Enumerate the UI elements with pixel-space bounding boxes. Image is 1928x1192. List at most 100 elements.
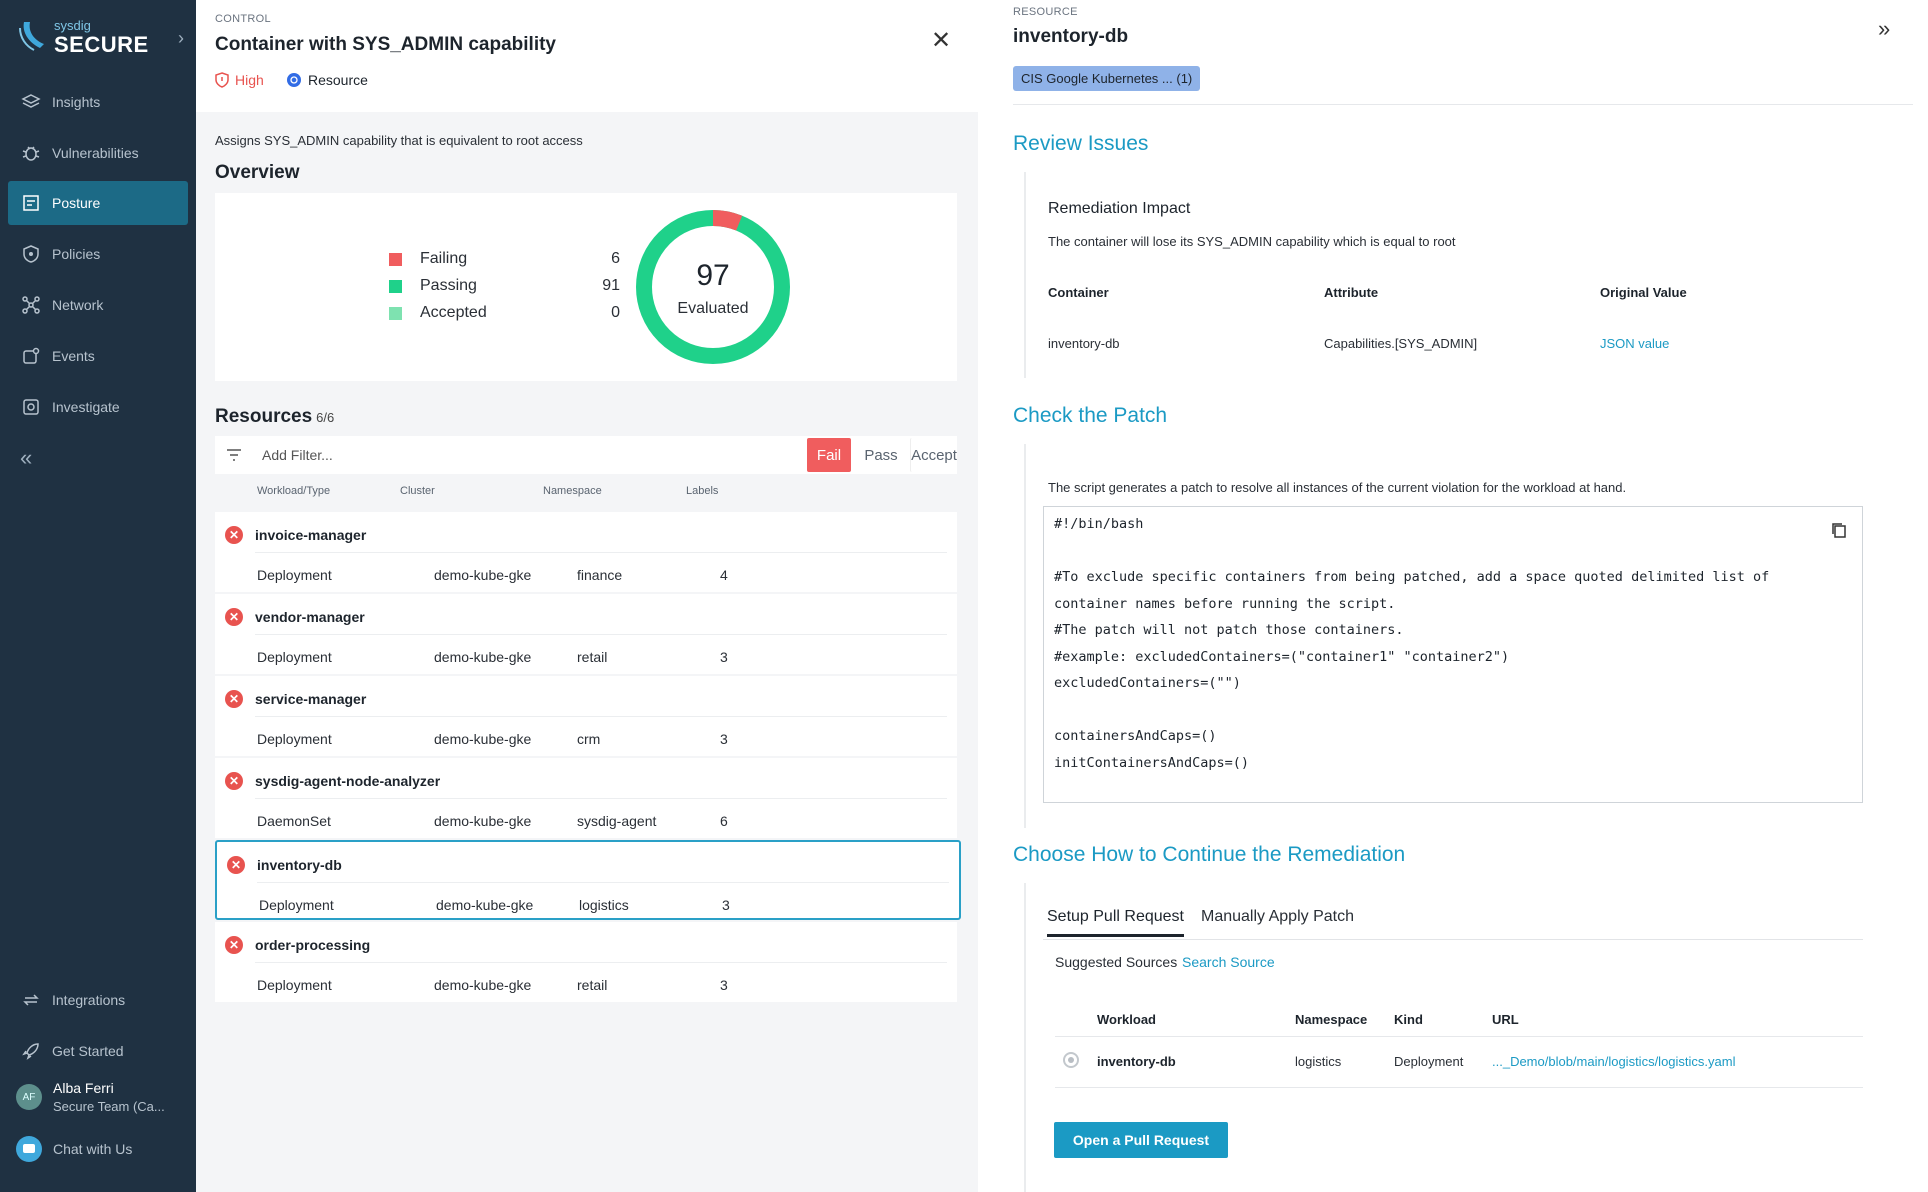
divider [255,552,947,553]
table-row[interactable]: ✕ service-manager Deployment demo-kube-gke c… [215,676,957,756]
sidebar-item-posture[interactable]: Posture [8,181,188,225]
namespace-name: logistics [579,897,629,913]
cluster-name: demo-kube-gke [434,813,532,829]
column-header-namespace[interactable]: Namespace [543,485,602,497]
fail-status-icon: ✕ [225,608,243,626]
user-name: Alba Ferri [53,1080,114,1096]
legend-failing: Failing 6 [389,250,620,268]
accept-toggle-button[interactable]: Accept [910,438,957,472]
divider [1013,104,1913,105]
workload-type: Deployment [257,649,332,665]
user-team: Secure Team (Ca... [53,1099,165,1114]
pr-column-namespace: Namespace [1295,1012,1368,1027]
divider [255,634,947,635]
pass-toggle-button[interactable]: Pass [864,446,898,464]
severity-badge: High [215,72,264,88]
cluster-name: demo-kube-gke [434,977,532,993]
column-header-workload[interactable]: Workload/Type [257,485,331,497]
remediation-tabs: Setup Pull Request Manually Apply Patch [1043,900,1863,940]
chat-with-us-button[interactable]: Chat with Us [16,1136,132,1162]
remediation-impact-text: The container will lose its SYS_ADMIN ca… [1048,234,1456,249]
layers-icon [20,91,42,113]
open-pull-request-button[interactable]: Open a Pull Request [1054,1122,1228,1158]
filter-icon[interactable] [225,446,243,464]
benchmark-tag[interactable]: CIS Google Kubernetes ... (1) [1013,66,1201,91]
brand-small-text: sysdig [54,18,91,33]
code-line: #example: excludedContainers=("container… [1054,648,1510,665]
sidebar-item-investigate[interactable]: Investigate [8,385,188,429]
pr-column-kind: Kind [1394,1012,1423,1027]
collapse-sidebar-icon[interactable]: « [20,445,33,470]
divider [255,962,947,963]
cluster-name: demo-kube-gke [434,731,532,747]
code-line: containersAndCaps=() [1054,728,1217,744]
sidebar: sysdig SECURE › Insights Vulnerabilities… [0,0,196,1192]
double-chevron-right-icon[interactable]: » [1878,16,1891,41]
workload-name: service-manager [255,691,367,707]
table-row[interactable]: ✕ order-processing Deployment demo-kube-gke… [215,922,957,1002]
sidebar-item-integrations[interactable]: Integrations [8,978,188,1022]
pr-url-link[interactable]: ..._Demo/blob/main/logistics/logistics.y… [1492,1054,1736,1069]
sync-icon [20,989,42,1011]
fail-status-icon: ✕ [225,772,243,790]
cluster-name: demo-kube-gke [434,567,532,583]
section-rule [1024,883,1026,1192]
sidebar-item-label: Investigate [52,399,120,415]
legend-value: 0 [611,304,620,321]
sidebar-item-get-started[interactable]: Get Started [8,1029,188,1073]
avatar: AF [16,1084,42,1110]
code-line: #To exclude specific containers from bei… [1054,569,1770,585]
sidebar-item-policies[interactable]: Policies [8,232,188,276]
resources-title-text: Resources [215,406,313,427]
legend-swatch [389,306,402,320]
column-header-labels[interactable]: Labels [686,485,719,497]
column-header-cluster[interactable]: Cluster [400,485,435,497]
resource-panel: RESOURCE inventory-db » CIS Google Kuber… [978,0,1928,1192]
fail-toggle-button[interactable]: Fail [807,438,851,472]
sidebar-item-insights[interactable]: Insights [8,80,188,124]
patch-code-block[interactable]: #!/bin/bash #To exclude specific contain… [1043,506,1863,803]
close-icon[interactable]: ✕ [931,27,952,54]
sidebar-item-label: Network [52,297,104,313]
table-row[interactable]: ✕ sysdig-agent-node-analyzer DaemonSet demo… [215,758,957,838]
fail-status-icon: ✕ [225,526,243,544]
impact-container-value: inventory-db [1048,336,1120,351]
code-line: #The patch will not patch those containe… [1054,622,1404,638]
sidebar-item-label: Policies [52,246,101,262]
tab-setup-pull-request[interactable]: Setup Pull Request [1047,908,1184,937]
chevron-right-icon[interactable]: › [178,28,184,48]
code-line: #!/bin/bash [1054,516,1144,532]
code-line: container names before running the scrip… [1054,595,1396,612]
table-row[interactable]: ✕ inventory-db Deployment demo-kube-gke logi… [215,840,961,920]
pr-column-url: URL [1492,1012,1519,1027]
legend-value: 91 [602,277,620,294]
failing-arc [636,210,790,364]
sidebar-item-events[interactable]: Events [8,334,188,378]
pr-namespace-value: logistics [1295,1054,1342,1069]
continue-remediation-title: Choose How to Continue the Remediation [1013,843,1406,866]
table-row[interactable]: ✕ invoice-manager Deployment demo-kube-gke f… [215,512,957,592]
sidebar-item-vulnerabilities[interactable]: Vulnerabilities [8,131,188,175]
brand-logo[interactable]: sysdig SECURE › [18,16,188,60]
labels-count: 3 [720,977,728,993]
user-profile[interactable]: AF Alba Ferri Secure Team (Ca... [16,1080,191,1120]
copy-icon[interactable] [1830,521,1848,539]
pr-column-workload: Workload [1097,1012,1156,1027]
control-description: Assigns SYS_ADMIN capability that is equ… [215,133,583,148]
table-row[interactable]: ✕ vendor-manager Deployment demo-kube-gke re… [215,594,957,674]
labels-count: 3 [720,731,728,747]
json-value-link[interactable]: JSON value [1600,336,1670,351]
workload-name: inventory-db [257,857,342,873]
search-source-link[interactable]: Search Source [1182,954,1275,970]
remediation-impact-title: Remediation Impact [1048,200,1191,217]
legend-label: Passing [420,277,477,294]
severity-shield-icon [215,72,229,88]
tab-manually-apply-patch[interactable]: Manually Apply Patch [1201,908,1354,925]
workload-type: Deployment [257,977,332,993]
legend-value: 6 [611,250,620,267]
source-radio[interactable] [1063,1052,1079,1068]
legend-accepted: Accepted 0 [389,304,620,322]
add-filter-input[interactable]: Add Filter... [262,447,333,463]
sidebar-item-network[interactable]: Network [8,283,188,327]
fail-status-icon: ✕ [225,936,243,954]
